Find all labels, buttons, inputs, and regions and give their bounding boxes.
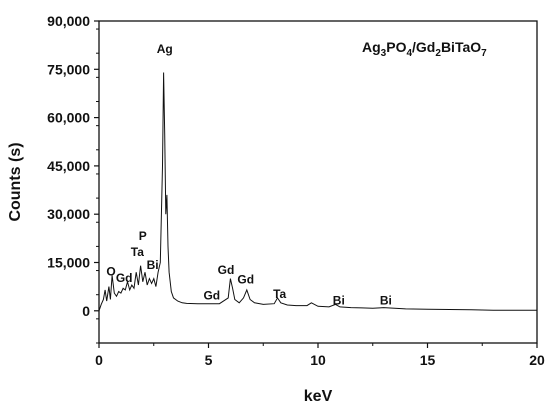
y-axis-title: Counts (s): [7, 142, 24, 221]
peak-label: Gd: [237, 272, 254, 286]
x-axis-title: keV: [304, 388, 333, 405]
peak-label: Bi: [147, 258, 159, 272]
peak-label: Gd: [116, 271, 133, 285]
x-axis-ticks: 0 5 10 15 20: [95, 343, 545, 368]
y-tick-label: 75,000: [47, 61, 90, 77]
chart-title: Ag3PO4/Gd2BiTaO7: [362, 39, 487, 59]
x-tick-label: 10: [310, 352, 326, 368]
peak-label: Ta: [131, 245, 144, 259]
peak-label: Bi: [333, 293, 345, 307]
y-tick-label: 45,000: [47, 158, 90, 174]
peak-label: Ta: [273, 287, 286, 301]
peak-label: Ag: [157, 42, 173, 56]
peak-label: Bi: [380, 293, 392, 307]
y-tick-label: 30,000: [47, 206, 90, 222]
x-tick-label: 20: [529, 352, 545, 368]
peak-label: Gd: [203, 289, 220, 303]
spectrum-line: [98, 72, 538, 311]
y-axis-ticks: 0 15,000 30,000 45,000 60,000 75,000 90,000: [47, 13, 99, 344]
peak-label: O: [106, 264, 115, 278]
y-tick-label: 0: [82, 303, 90, 319]
peak-label: Gd: [218, 263, 235, 277]
x-tick-label: 0: [95, 352, 103, 368]
y-tick-label: 90,000: [47, 13, 90, 29]
x-tick-label: 5: [205, 352, 213, 368]
x-tick-label: 15: [420, 352, 436, 368]
y-tick-label: 60,000: [47, 110, 90, 126]
plot-frame: [98, 20, 538, 344]
peak-label: P: [139, 229, 147, 243]
y-tick-label: 15,000: [47, 255, 90, 271]
